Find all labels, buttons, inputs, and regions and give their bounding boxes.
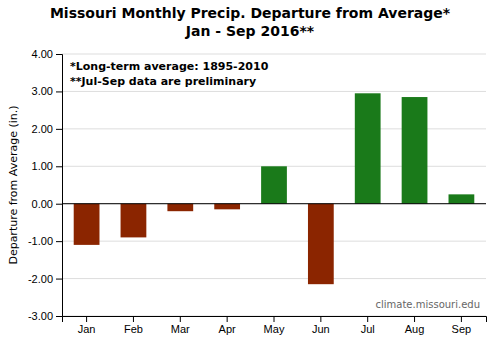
y-tick-mark bbox=[56, 316, 62, 317]
x-tick-label: Mar bbox=[171, 323, 190, 335]
bar bbox=[214, 204, 240, 210]
y-tick-label: -3.00 bbox=[28, 310, 53, 322]
x-tick-label: Feb bbox=[124, 323, 143, 335]
zero-line bbox=[62, 203, 486, 204]
bar bbox=[449, 194, 475, 203]
annotation: *Long-term average: 1895-2010 bbox=[70, 60, 269, 73]
y-tick-label: 2.00 bbox=[32, 123, 53, 135]
grid-line bbox=[62, 203, 486, 204]
bar bbox=[308, 204, 334, 284]
y-tick-label: 4.00 bbox=[32, 48, 53, 60]
x-tick-mark bbox=[133, 316, 134, 322]
plot: Jan Feb Mar Apr May Jun Jul Aug Sep -3.00 -2.00 -1.… bbox=[28, 48, 487, 335]
x-tick: Apr bbox=[219, 316, 236, 335]
y-tick: 4.00 bbox=[32, 48, 62, 60]
x-tick: Sep bbox=[452, 316, 472, 335]
x-tick-label: Aug bbox=[405, 323, 425, 335]
bar bbox=[261, 166, 287, 203]
bar bbox=[167, 204, 193, 211]
annotation: **Jul-Sep data are preliminary bbox=[70, 75, 256, 88]
bars bbox=[74, 93, 475, 284]
x-tick-label: Sep bbox=[452, 323, 472, 335]
x-tick-label: Apr bbox=[219, 323, 236, 335]
y-tick-mark bbox=[56, 204, 62, 205]
y-tick-label: 3.00 bbox=[32, 85, 53, 97]
x-tick-mark bbox=[414, 316, 415, 322]
x-axis: Jan Feb Mar Apr May Jun Jul Aug Sep bbox=[63, 316, 487, 335]
grid bbox=[62, 54, 486, 316]
y-tick-label: 1.00 bbox=[32, 160, 53, 172]
y-tick-label: 0.00 bbox=[32, 198, 53, 210]
y-axis-line bbox=[56, 55, 63, 317]
x-tick-label: Jan bbox=[78, 323, 96, 335]
x-tick: Mar bbox=[171, 316, 190, 335]
y-tick: -2.00 bbox=[28, 273, 62, 285]
x-tick: Jun bbox=[312, 316, 330, 335]
y-tick-mark bbox=[56, 166, 62, 167]
x-tick-mark bbox=[180, 316, 181, 322]
x-tick: Jul bbox=[361, 316, 375, 335]
x-tick: Feb bbox=[124, 316, 143, 335]
bar bbox=[74, 204, 100, 245]
x-tick-mark bbox=[367, 316, 368, 322]
grid-line bbox=[62, 54, 486, 55]
grid-line bbox=[62, 241, 486, 242]
y-tick: 1.00 bbox=[32, 160, 62, 172]
y-tick: -3.00 bbox=[28, 310, 62, 322]
title: Missouri Monthly Precip. Departure from … bbox=[50, 5, 451, 21]
x-tick-mark bbox=[274, 316, 275, 322]
x-tick-label: Jun bbox=[312, 323, 330, 335]
x-tick-mark bbox=[86, 316, 87, 322]
y-tick: 3.00 bbox=[32, 85, 62, 97]
bar bbox=[121, 204, 147, 238]
subtitle: Jan - Sep 2016** bbox=[185, 23, 315, 39]
y-axis-title: Departure from Average (in.) bbox=[7, 105, 20, 264]
y-tick-mark bbox=[56, 129, 62, 130]
x-tick-mark bbox=[320, 316, 321, 322]
y-tick-mark bbox=[56, 91, 62, 92]
x-tick-label: Jul bbox=[361, 323, 375, 335]
watermark: climate.missouri.edu bbox=[376, 299, 480, 310]
y-tick: 2.00 bbox=[32, 123, 62, 135]
bar bbox=[355, 93, 381, 203]
x-tick: Jan bbox=[78, 316, 96, 335]
y-tick-mark bbox=[56, 54, 62, 55]
bar bbox=[402, 97, 428, 204]
annotations: *Long-term average: 1895-2010 **Jul-Sep d… bbox=[70, 60, 480, 310]
y-tick-label: -1.00 bbox=[28, 235, 53, 247]
y-tick-mark bbox=[56, 241, 62, 242]
x-axis-line bbox=[63, 317, 487, 323]
x-tick-mark bbox=[227, 316, 228, 322]
grid-line bbox=[62, 91, 486, 92]
x-tick-label: May bbox=[264, 323, 285, 335]
grid-line bbox=[62, 278, 486, 279]
x-tick: May bbox=[264, 316, 285, 335]
chart: Missouri Monthly Precip. Departure from … bbox=[0, 0, 500, 344]
y-tick-mark bbox=[56, 279, 62, 280]
y-tick: 0.00 bbox=[32, 198, 62, 210]
x-tick-mark bbox=[461, 316, 462, 322]
y-tick-label: -2.00 bbox=[28, 273, 53, 285]
x-tick: Aug bbox=[405, 316, 425, 335]
y-tick: -1.00 bbox=[28, 235, 62, 247]
y-axis: -3.00 -2.00 -1.00 0.00 1.00 2.00 3.00 4.00 bbox=[28, 48, 63, 322]
